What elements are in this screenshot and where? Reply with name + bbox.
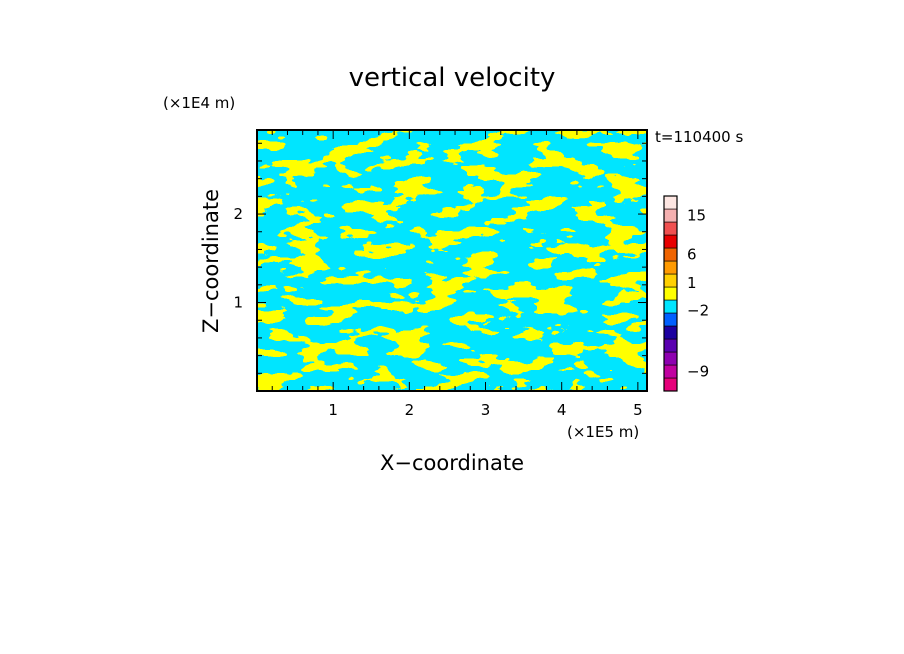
colorbar-swatch [663,377,678,392]
y-tick-label: 2 [233,205,243,223]
colorbar-label: −9 [687,363,709,381]
y-tick-label: 1 [233,294,243,312]
x-tick-label: 3 [481,401,491,419]
colorbar-swatch [663,364,678,379]
colorbar-swatch [663,351,678,366]
colorbar-swatch [663,234,678,249]
colorbar-label: 1 [687,274,697,292]
chart-title: vertical velocity [349,63,556,93]
x-axis-title: X−coordinate [380,451,524,475]
x-tick-label: 1 [328,401,338,419]
y-unit-label: (×1E4 m) [163,94,235,112]
colorbar-label: 15 [687,207,706,225]
colorbar-label: 6 [687,246,697,264]
y-axis: 12 [233,142,647,374]
plot-frame [256,129,648,392]
colorbar-swatch [663,273,678,288]
x-axis: 1 2 3 4 5 [271,130,643,419]
colorbar-swatch [663,338,678,353]
colorbar-frame [663,195,678,392]
colorbar-label: −2 [687,301,709,319]
x-unit-label: (×1E5 m) [567,423,639,441]
x-tick-label: 4 [557,401,567,419]
colorbar-swatch [663,221,678,236]
plot-area [257,130,647,391]
colorbar-swatch [663,325,678,340]
colorbar-swatch [663,312,678,327]
colorbar-swatch [663,260,678,275]
x-tick-label: 5 [633,401,643,419]
colorbar-swatch [663,286,678,301]
y-axis-title: Z−coordinate [199,189,223,333]
colorbar-swatch [663,247,678,262]
colorbar-swatch [663,195,678,210]
colorbar-swatch [663,208,678,223]
field-positive-region [257,130,647,391]
x-tick-label: 2 [405,401,415,419]
colorbar: 15 6 1 −2 −9 [663,195,709,392]
colorbar-swatch [663,299,678,314]
time-label: t=110400 s [655,128,743,146]
